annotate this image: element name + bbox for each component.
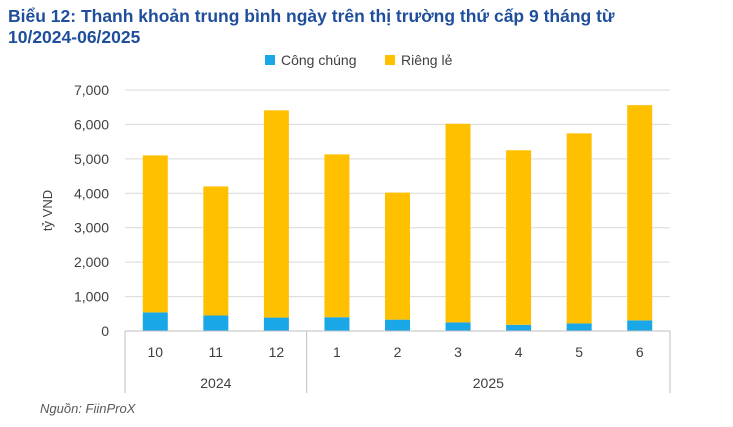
x-tick-label: 12 xyxy=(269,344,285,360)
y-axis-label: tỷ VND xyxy=(40,190,55,231)
bar-rieng-le-6 xyxy=(506,150,532,325)
bar-rieng-le-4 xyxy=(385,192,410,320)
y-tick-label: 7,000 xyxy=(74,82,109,98)
chart-title: Biểu 12: Thanh khoản trung bình ngày trê… xyxy=(8,6,728,48)
bar-rieng-le-5 xyxy=(445,123,471,323)
x-tick-label: 3 xyxy=(454,344,462,360)
source-note: Nguồn: FiinProX xyxy=(40,401,136,416)
chart-title-line1: Biểu 12: Thanh khoản trung bình ngày trê… xyxy=(8,6,615,26)
x-tick-label: 2 xyxy=(394,344,402,360)
x-tick-label: 1 xyxy=(333,344,341,360)
bar-cong-chung-6 xyxy=(506,324,532,331)
y-tick-label: 3,000 xyxy=(74,220,109,236)
bar-cong-chung-1 xyxy=(203,315,229,331)
legend-item-cong-chung: Công chúng xyxy=(265,52,357,68)
x-tick-label: 11 xyxy=(209,344,224,360)
bar-cong-chung-5 xyxy=(445,322,471,331)
bar-cong-chung-0 xyxy=(142,312,168,331)
chart-legend: Công chúng Riêng lẻ xyxy=(0,52,733,72)
legend-swatch-rieng-le xyxy=(385,55,395,65)
bar-rieng-le-7 xyxy=(566,133,592,324)
bar-rieng-le-0 xyxy=(142,155,168,313)
bar-cong-chung-2 xyxy=(263,317,289,331)
chart-title-line2: 10/2024-06/2025 xyxy=(8,27,141,47)
bar-cong-chung-8 xyxy=(627,320,653,331)
bar-cong-chung-7 xyxy=(566,323,592,331)
legend-label-rieng-le: Riêng lẻ xyxy=(401,52,453,68)
y-tick-label: 5,000 xyxy=(74,151,109,167)
legend-label-cong-chung: Công chúng xyxy=(281,52,357,68)
y-tick-label: 2,000 xyxy=(74,254,109,270)
x-group-label: 2025 xyxy=(473,375,504,391)
bar-cong-chung-3 xyxy=(324,317,350,331)
y-tick-label: 1,000 xyxy=(74,289,109,305)
x-tick-label: 10 xyxy=(147,344,163,360)
x-group-label: 2024 xyxy=(200,375,231,391)
x-tick-label: 6 xyxy=(636,344,644,360)
bar-cong-chung-4 xyxy=(385,319,410,331)
y-tick-label: 0 xyxy=(101,323,109,339)
bar-rieng-le-2 xyxy=(263,110,289,318)
bar-rieng-le-8 xyxy=(627,105,653,321)
x-tick-label: 5 xyxy=(575,344,583,360)
legend-swatch-cong-chung xyxy=(265,55,275,65)
bar-rieng-le-3 xyxy=(324,154,350,318)
y-tick-label: 4,000 xyxy=(74,185,109,201)
x-tick-label: 4 xyxy=(515,344,523,360)
legend-item-rieng-le: Riêng lẻ xyxy=(385,52,452,68)
y-tick-label: 6,000 xyxy=(74,116,109,132)
bar-rieng-le-1 xyxy=(203,186,229,316)
